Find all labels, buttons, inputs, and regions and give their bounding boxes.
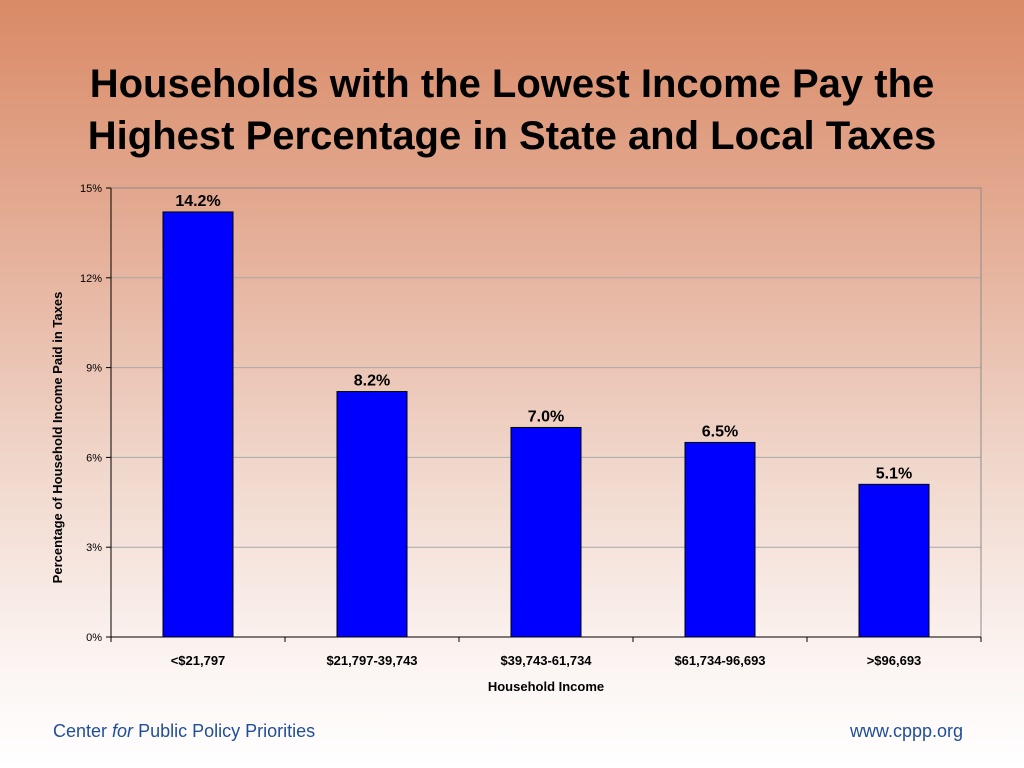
footer-org-prefix: Center	[53, 721, 108, 741]
bar[interactable]	[684, 441, 756, 638]
y-tick-label: 15%	[80, 183, 102, 195]
bar[interactable]	[510, 426, 582, 638]
y-tick-label: 9%	[86, 363, 102, 375]
footer-organization: Center for Public Policy Priorities	[53, 721, 315, 742]
footer-org-suffix: Public Policy Priorities	[138, 721, 316, 741]
y-tick-label: 0%	[86, 632, 102, 644]
y-axis-title: Percentage of Household Income Paid in T…	[50, 292, 65, 584]
footer-org-italic: for	[112, 721, 134, 741]
x-tick-label: $61,734-96,693	[674, 653, 765, 668]
bar-value-label: 8.2%	[354, 373, 390, 390]
x-tick-label: $21,797-39,743	[326, 653, 417, 668]
bar-value-label: 7.0%	[528, 408, 564, 425]
y-tick-label: 12%	[80, 273, 102, 285]
axes	[106, 187, 982, 642]
bar-value-label: 5.1%	[876, 465, 912, 482]
slide-title: Households with the Lowest Income Pay th…	[0, 58, 1024, 162]
slide-title-line-1: Households with the Lowest Income Pay th…	[89, 62, 935, 106]
bar[interactable]	[162, 211, 234, 638]
bar[interactable]	[336, 391, 408, 638]
footer-url[interactable]: www.cppp.org	[849, 721, 963, 741]
bar-value-label: 14.2%	[175, 193, 220, 210]
x-tick-label: <$21,797	[171, 653, 226, 668]
labels: 0% 3% 6% 9% 12% 15% 14.2% <$21,797 8.2% $21,797-3…	[50, 183, 921, 694]
x-tick-label: $39,743-61,734	[500, 653, 592, 668]
bar-value-label: 6.5%	[702, 423, 738, 440]
y-tick-label: 3%	[86, 542, 102, 554]
bar[interactable]	[858, 483, 930, 638]
slide-title-line-2: Highest Percentage in State and Local Ta…	[87, 114, 937, 158]
x-axis-title: Household Income	[488, 679, 604, 694]
x-tick-label: >$96,693	[867, 653, 922, 668]
y-tick-label: 6%	[86, 452, 102, 464]
